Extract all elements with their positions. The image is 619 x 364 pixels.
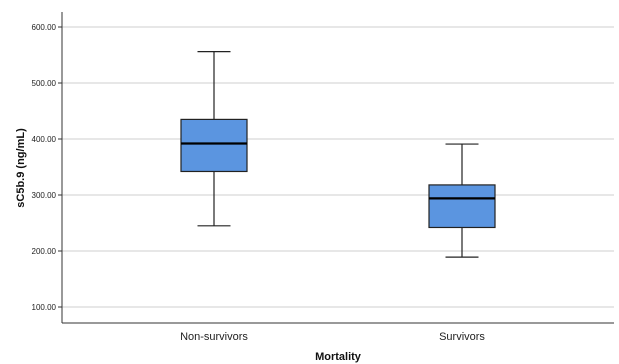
gridlines: [58, 26, 614, 308]
y-tick-label: 600.00: [32, 23, 57, 32]
y-tick-label: 400.00: [32, 135, 57, 144]
box-non-survivors: [180, 51, 248, 227]
y-tick-label: 100.00: [32, 303, 57, 312]
y-tick-labels: 100.00 200.00 300.00 400.00 500.00 600.00: [32, 23, 57, 312]
x-tick-label: Survivors: [439, 331, 485, 343]
x-tick-labels: Non-survivors Survivors: [180, 331, 485, 343]
y-tick-label: 200.00: [32, 247, 57, 256]
y-tick-label: 300.00: [32, 191, 57, 200]
iqr-box: [428, 184, 496, 229]
x-axis-title: Mortality: [315, 351, 362, 363]
iqr-box: [180, 118, 248, 173]
y-tick-label: 500.00: [32, 79, 57, 88]
box-survivors: [428, 143, 496, 258]
y-axis-title: sC5b.9 (ng/mL): [15, 128, 27, 208]
x-tick-label: Non-survivors: [180, 331, 248, 343]
boxes: [180, 51, 496, 258]
